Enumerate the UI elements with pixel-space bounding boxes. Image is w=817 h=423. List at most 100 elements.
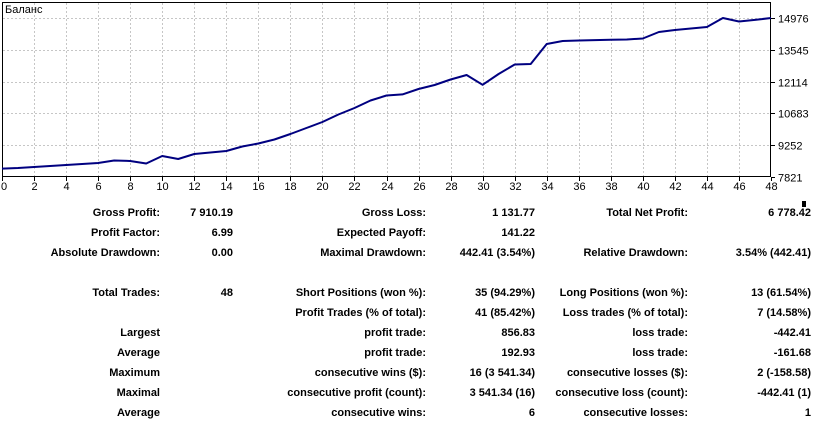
stat-value xyxy=(160,323,233,343)
x-tick-label: 24 xyxy=(381,181,393,193)
x-tick-label: 16 xyxy=(252,181,264,193)
stat-label: loss trade: xyxy=(632,347,688,359)
stat-label: profit trade: xyxy=(364,347,426,359)
stat-label: Profit Trades (% of total): xyxy=(295,307,426,319)
y-tick-label: 9252 xyxy=(778,141,802,153)
x-tick-label: 28 xyxy=(445,181,457,193)
stat-value: 0.00 xyxy=(211,247,233,259)
stat-value: -442.41 (1) xyxy=(757,387,811,399)
stat-value xyxy=(160,383,233,403)
x-tick-label: 14 xyxy=(220,181,232,193)
x-tick-label: 26 xyxy=(413,181,425,193)
x-tick-label: 38 xyxy=(605,181,617,193)
x-tick-label: 44 xyxy=(701,181,713,193)
x-tick-label: 4 xyxy=(63,181,69,193)
x-tick-label: 36 xyxy=(573,181,585,193)
stat-label: Absolute Drawdown: xyxy=(50,247,160,259)
stat-value: 13 (61.54%) xyxy=(751,287,811,299)
stat-label xyxy=(233,263,426,283)
stat-label: Loss trades (% of total): xyxy=(562,307,688,319)
stat-value: 6 778.42 xyxy=(768,207,811,219)
x-tick-label: 40 xyxy=(637,181,649,193)
stat-label: Profit Factor: xyxy=(90,227,160,239)
stat-label: consecutive wins ($): xyxy=(314,367,426,379)
stat-value: 35 (94.29%) xyxy=(475,287,535,299)
stat-label: consecutive losses ($): xyxy=(566,367,688,379)
corner-mark xyxy=(802,201,806,207)
stat-label xyxy=(0,303,160,323)
stat-value: 141.22 xyxy=(501,227,535,239)
stat-label: Maximal xyxy=(116,387,160,399)
x-tick-label: 48 xyxy=(765,181,777,193)
stat-label: consecutive wins: xyxy=(331,407,426,419)
x-tick-label: 8 xyxy=(127,181,133,193)
x-tick-label: 32 xyxy=(509,181,521,193)
y-tick-label: 14976 xyxy=(778,14,809,26)
stat-value: 41 (85.42%) xyxy=(475,307,535,319)
stat-value: 6.99 xyxy=(211,227,233,239)
x-tick-label: 6 xyxy=(95,181,101,193)
stat-value: 7 (14.58%) xyxy=(757,307,811,319)
stats-table: Gross Profit: 7 910.19 Gross Loss: 1 131.77… xyxy=(0,203,811,423)
x-tick-label: 12 xyxy=(188,181,200,193)
stat-value: 3 541.34 (16) xyxy=(469,387,535,399)
stat-value xyxy=(426,263,535,283)
x-tick-label: 42 xyxy=(669,181,681,193)
stat-value: 16 (3 541.34) xyxy=(469,367,535,379)
stat-label: Long Positions (won %): xyxy=(559,287,688,299)
stat-value: 442.41 (3.54%) xyxy=(459,247,535,259)
x-tick-label: 10 xyxy=(156,181,168,193)
stat-value xyxy=(160,343,233,363)
stat-value xyxy=(160,263,233,283)
x-tick-label: 20 xyxy=(316,181,328,193)
stat-value xyxy=(160,363,233,383)
stat-label: consecutive profit (count): xyxy=(287,387,426,399)
stat-value: 7 910.19 xyxy=(190,207,233,219)
stat-value: 1 xyxy=(804,407,811,419)
stat-label: consecutive loss (count): xyxy=(555,387,688,399)
x-tick-label: 2 xyxy=(31,181,37,193)
stat-label: Expected Payoff: xyxy=(336,227,426,239)
stat-value xyxy=(688,223,811,243)
stat-label: loss trade: xyxy=(632,327,688,339)
stat-label: Gross Profit: xyxy=(92,207,160,219)
stat-label: Relative Drawdown: xyxy=(583,247,688,259)
balance-chart: 7821 9252 10683 12114 13545 14976 0 2 4 6 8 10 12 14 1… xyxy=(0,0,817,196)
plot-border xyxy=(2,2,771,177)
stat-label xyxy=(0,263,160,283)
x-tick-label: 22 xyxy=(348,181,360,193)
stat-value: -161.68 xyxy=(773,347,811,359)
y-tick-label: 13545 xyxy=(778,46,809,58)
stat-value: 48 xyxy=(220,287,233,299)
stat-value xyxy=(160,403,233,423)
stat-value: 856.83 xyxy=(501,327,535,339)
stat-label: Average xyxy=(116,347,160,359)
stat-label: Short Positions (won %): xyxy=(295,287,426,299)
stat-label: Total Trades: xyxy=(92,287,160,299)
stat-label: Total Net Profit: xyxy=(606,207,688,219)
stat-label: Largest xyxy=(120,327,160,339)
balance-line xyxy=(1,17,772,170)
x-tick-label: 0 xyxy=(1,181,7,193)
stat-value: 2 (-158.58) xyxy=(757,367,811,379)
stat-label: Gross Loss: xyxy=(361,207,426,219)
stat-value: 1 131.77 xyxy=(492,207,535,219)
stat-value: -442.41 xyxy=(773,327,811,339)
stat-label: consecutive losses: xyxy=(583,407,688,419)
y-tick-label: 10683 xyxy=(778,109,809,121)
stat-label xyxy=(535,263,688,283)
x-tick-label: 18 xyxy=(284,181,296,193)
stat-label: Maximal Drawdown: xyxy=(320,247,426,259)
y-tick-label: 12114 xyxy=(778,78,808,90)
chart-title: Баланс xyxy=(5,4,43,16)
x-tick-label: 30 xyxy=(477,181,489,193)
stat-label: Average xyxy=(116,407,160,419)
stat-label xyxy=(535,223,688,243)
x-tick-label: 34 xyxy=(541,181,553,193)
stat-value: 192.93 xyxy=(501,347,535,359)
stat-label: Maximum xyxy=(109,367,160,379)
stat-value: 6 xyxy=(528,407,535,419)
stat-value: 3.54% (442.41) xyxy=(735,247,811,259)
stat-label: profit trade: xyxy=(364,327,426,339)
